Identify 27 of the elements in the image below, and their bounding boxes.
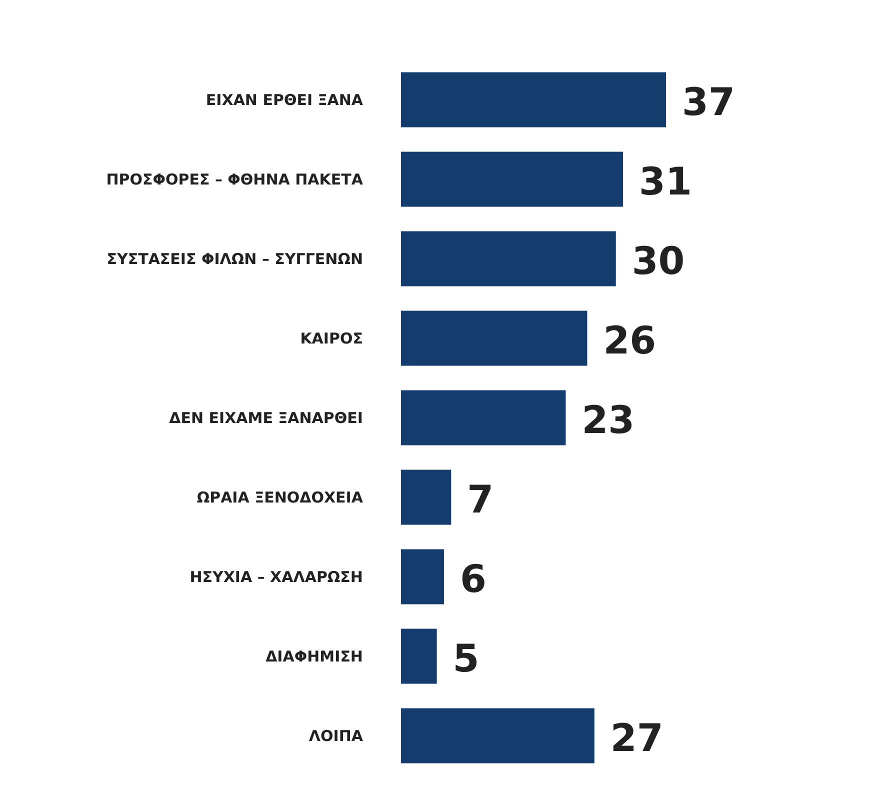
y-tick-label: ΠΡΟΣΦΟΡΕΣ – ΦΘΗΝΑ ΠΑΚΕΤΑ xyxy=(106,170,364,188)
y-tick-label: ΩΡΑΙΑ ΞΕΝΟΔΟΧΕΙΑ xyxy=(196,488,364,506)
y-tick-label: ΣΥΣΤΑΣΕΙΣ ΦΙΛΩΝ – ΣΥΓΓΕΝΩΝ xyxy=(106,250,363,268)
data-label: 31 xyxy=(639,159,692,204)
data-label: 30 xyxy=(632,238,685,283)
bar xyxy=(401,152,624,207)
y-tick-label: ΚΑΙΡΟΣ xyxy=(300,329,363,348)
bar xyxy=(401,390,566,446)
data-label: 5 xyxy=(452,636,480,680)
bar xyxy=(401,231,616,286)
y-tick-label: ΛΟΙΠΑ xyxy=(308,726,364,745)
bar xyxy=(401,72,666,128)
data-label: 23 xyxy=(582,398,635,442)
y-tick-label: ΔΕΝ ΕΙΧΑΜΕ ΞΑΝΑΡΘΕΙ xyxy=(169,408,363,427)
bar xyxy=(401,628,437,684)
y-tick-label: ΗΣΥΧΙΑ – ΧΑΛΑΡΩΣΗ xyxy=(190,568,363,586)
data-label: 27 xyxy=(610,716,664,760)
data-label: 6 xyxy=(460,556,486,601)
data-label: 26 xyxy=(603,318,656,362)
bar xyxy=(401,708,594,764)
y-tick-label: ΔΙΑΦΗΜΙΣΗ xyxy=(266,647,363,666)
bar xyxy=(401,549,444,604)
data-label: 37 xyxy=(682,80,735,124)
bar xyxy=(401,310,588,366)
bar xyxy=(401,470,452,525)
data-label: 7 xyxy=(467,477,494,522)
y-tick-label: ΕΙΧΑΝ ΕΡΘΕΙ ΞΑΝΑ xyxy=(206,90,364,109)
